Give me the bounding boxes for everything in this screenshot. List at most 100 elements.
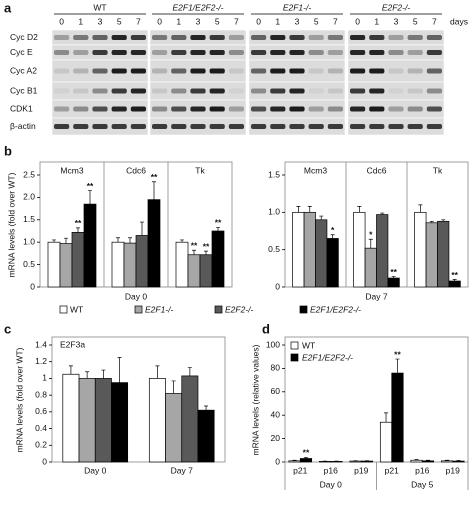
- panel-letter: a: [4, 0, 12, 15]
- blot-band: [54, 106, 70, 112]
- blot-band: [407, 88, 423, 94]
- y-axis-label: mRNA levels (fold over WT): [6, 172, 16, 277]
- error-bar: [171, 380, 176, 394]
- blot-band: [388, 106, 404, 112]
- error-bar: [140, 221, 144, 236]
- error-bar: [303, 456, 308, 459]
- blot-band: [54, 124, 70, 129]
- blot-band: [190, 124, 206, 129]
- legend-label: E2F1-/-: [145, 304, 174, 314]
- blot-band: [289, 35, 305, 40]
- blot-band: [270, 50, 286, 55]
- blot-band: [190, 68, 206, 74]
- blot-band: [73, 124, 89, 129]
- blot-band: [228, 68, 244, 74]
- legend-swatch: [214, 305, 223, 314]
- bar: [181, 375, 199, 463]
- blot-band: [92, 68, 108, 74]
- bar: [410, 459, 423, 463]
- blot-band: [130, 124, 146, 129]
- error-bar: [88, 190, 92, 205]
- error-bar: [319, 215, 324, 220]
- error-bar: [429, 220, 434, 223]
- blot-band: [171, 50, 187, 55]
- error-bar: [192, 249, 196, 255]
- error-bar: [52, 239, 56, 243]
- category-label: Mcm3: [304, 165, 327, 175]
- error-bar: [85, 371, 90, 379]
- blot-band: [190, 106, 206, 112]
- blot-band: [92, 124, 108, 129]
- error-bar: [155, 365, 160, 379]
- bar: [379, 421, 393, 463]
- error-bar: [380, 212, 385, 215]
- significance-mark: **: [390, 267, 397, 277]
- day-label: 0: [355, 16, 360, 26]
- blot-band: [111, 124, 127, 129]
- bar: [326, 238, 339, 288]
- blot-band: [426, 124, 442, 129]
- blot-band: [54, 88, 70, 94]
- blot-band: [54, 68, 70, 74]
- y-tick-label: 0: [275, 456, 280, 466]
- significance-mark: **: [87, 181, 94, 191]
- error-bar: [307, 206, 312, 213]
- legend-label: E2F1/E2F2-/-: [310, 304, 361, 314]
- significance-mark: **: [451, 270, 458, 280]
- y-tick-label: 1.0: [23, 236, 35, 246]
- bar: [360, 460, 374, 463]
- blot-band: [350, 68, 366, 74]
- y-tick-label: 0: [42, 456, 47, 466]
- blot-band: [369, 106, 385, 112]
- bar: [211, 230, 225, 288]
- blot-band: [289, 68, 305, 74]
- blot-band: [54, 35, 70, 40]
- day-label: 3: [98, 16, 103, 26]
- error-bar: [330, 234, 335, 239]
- blot-band: [350, 35, 366, 40]
- blot-band: [111, 50, 127, 55]
- group-label: Day 0: [320, 479, 342, 489]
- blot-band: [270, 68, 286, 74]
- bar: [414, 211, 427, 288]
- error-bar: [296, 206, 301, 213]
- blot-band: [251, 68, 267, 74]
- error-bar: [187, 367, 192, 376]
- y-tick-label: 0.5: [23, 259, 35, 269]
- bar: [123, 242, 137, 288]
- y-axis-label: mRNA levels (fold over WT): [14, 347, 24, 452]
- bar: [78, 378, 96, 463]
- group-label: Day 5: [411, 479, 433, 489]
- blot-band: [171, 68, 187, 74]
- category-label: Day 0: [84, 465, 106, 475]
- day-label: 0: [256, 16, 261, 26]
- blot-band: [426, 50, 442, 55]
- significance-mark: **: [75, 218, 82, 228]
- blot-band: [111, 35, 127, 40]
- blot-band: [73, 35, 89, 40]
- blot-band: [308, 50, 324, 55]
- blot-band: [308, 35, 324, 40]
- blot-band: [369, 88, 385, 94]
- category-label: Tk: [433, 165, 443, 175]
- blot-band: [327, 106, 343, 112]
- blot-band: [152, 35, 168, 40]
- significance-mark: **: [151, 172, 158, 182]
- blot-band: [171, 106, 187, 112]
- y-tick-label: 40: [271, 409, 281, 419]
- blot-band: [190, 88, 206, 94]
- blot-band: [130, 88, 146, 94]
- error-bar: [384, 412, 389, 423]
- error-bar: [204, 250, 208, 255]
- blot-band: [308, 88, 324, 94]
- blot-band: [209, 50, 225, 55]
- blot-band: [152, 106, 168, 112]
- blot-band: [407, 68, 423, 74]
- legend-label: WT: [70, 304, 83, 314]
- panel-letter: c: [4, 321, 11, 336]
- error-bar: [357, 206, 362, 213]
- y-tick-label: 2.0: [23, 192, 35, 202]
- bar: [440, 460, 454, 463]
- blot-band: [426, 88, 442, 94]
